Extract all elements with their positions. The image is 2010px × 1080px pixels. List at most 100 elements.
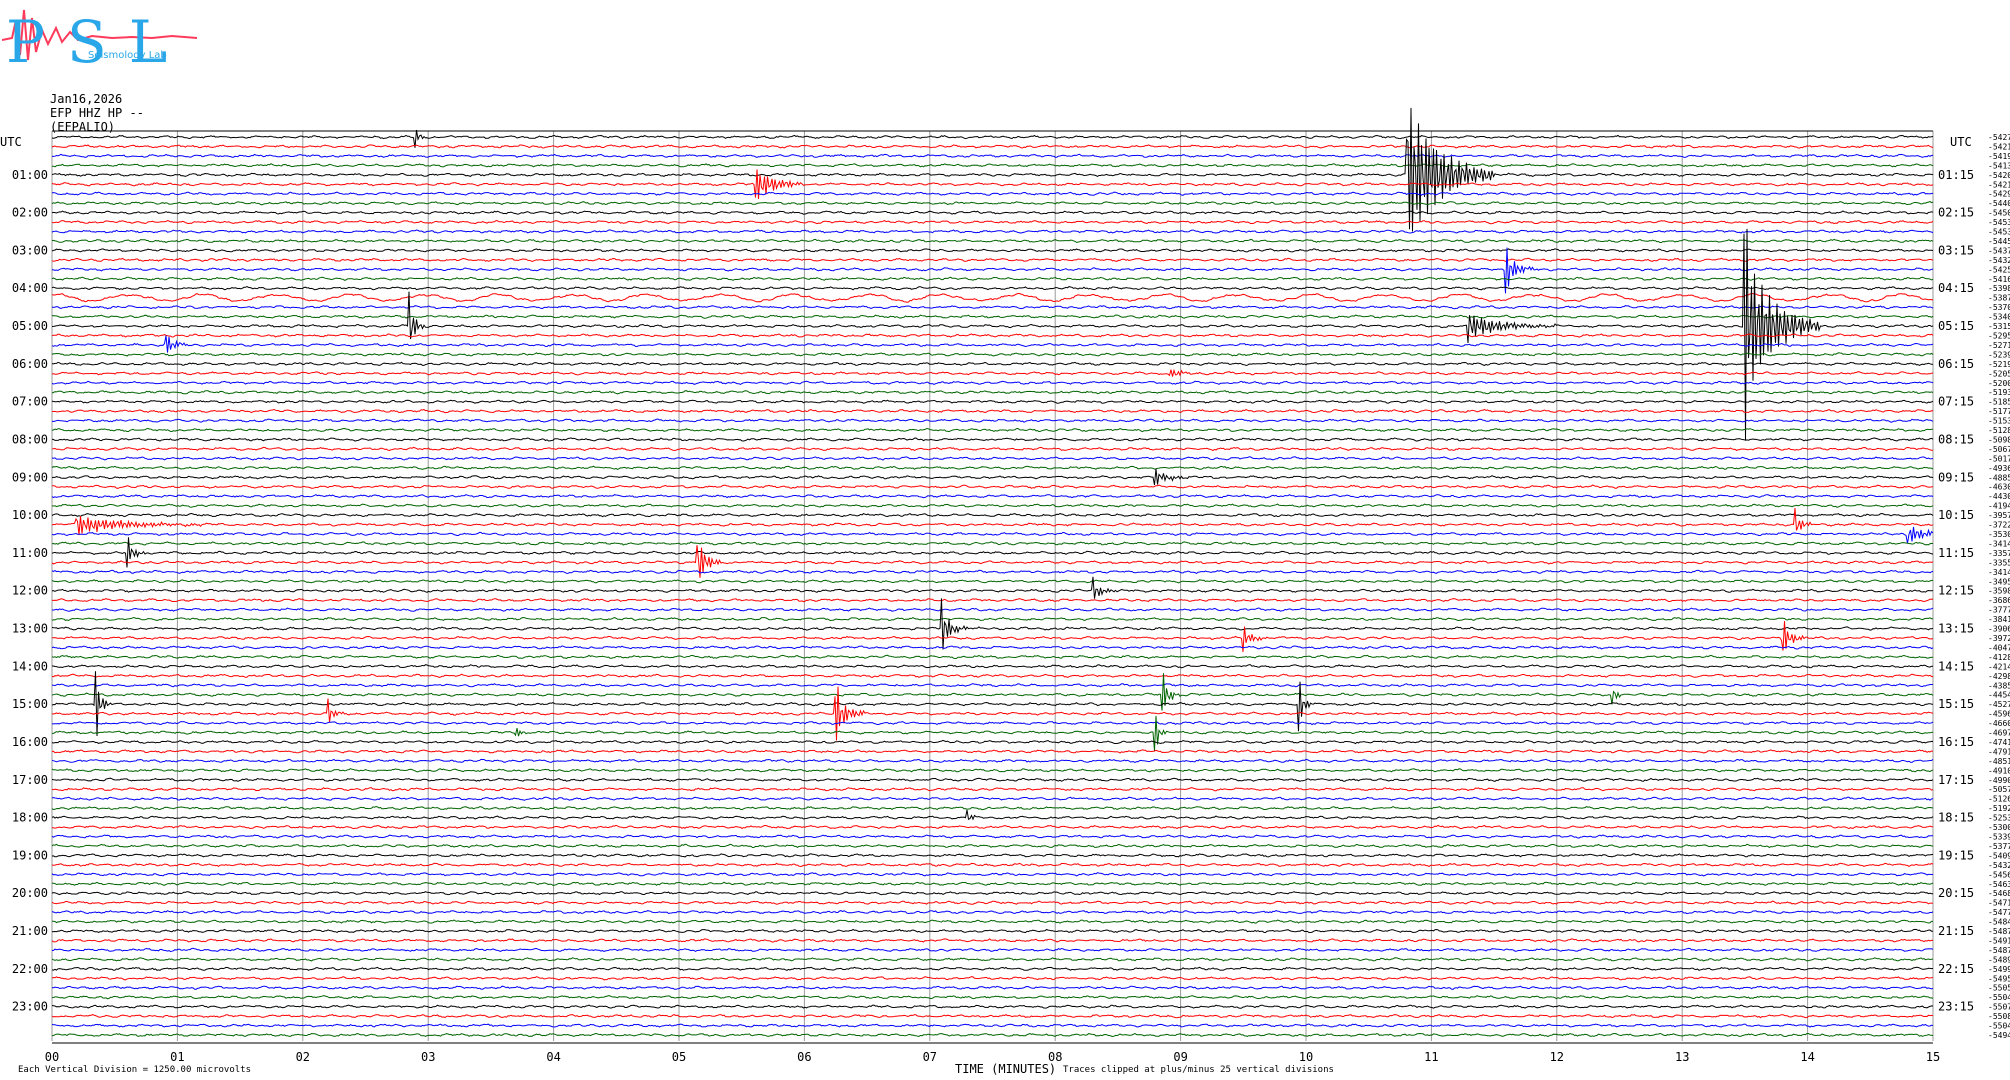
trace-offset-label: -4596 (1988, 710, 2010, 719)
trace-offset-label: -5499 (1988, 965, 2010, 974)
x-tick-label: 07 (923, 1050, 937, 1064)
trace-offset-label: -3957 (1988, 511, 2010, 520)
seismogram-trace (51, 526, 1934, 544)
seismogram-trace (51, 834, 1933, 839)
trace-offset-label: -5017 (1988, 454, 2010, 463)
trace-offset-label: -5098 (1988, 435, 2010, 444)
logo-letters: PSL (6, 8, 189, 70)
hour-label-left: 18:00 (12, 811, 48, 825)
trace-offset-label: -5057 (1988, 785, 2010, 794)
seismogram-trace (51, 758, 1934, 763)
x-tick-label: 05 (672, 1050, 686, 1064)
trace-offset-label: -4885 (1988, 473, 2010, 482)
trace-offset-label: -5271 (1988, 341, 2010, 350)
hour-label-right: 10:15 (1938, 508, 1974, 522)
seismogram-trace (51, 645, 1934, 650)
trace-offset-label: -5445 (1988, 237, 2010, 246)
hour-label-left: 23:00 (12, 1000, 48, 1014)
seismogram-trace (51, 465, 1934, 471)
seismogram-trace (51, 787, 1934, 792)
hour-label-right: 01:15 (1938, 168, 1974, 182)
seismogram-trace (51, 683, 1933, 688)
psl-logo: PSL Seismology Lab (2, 8, 198, 70)
seismogram-trace (51, 292, 1934, 303)
seismogram-trace (51, 169, 1934, 200)
seismogram-trace (51, 437, 1934, 442)
x-tick-label: 13 (1675, 1050, 1689, 1064)
hour-label-left: 07:00 (12, 395, 48, 409)
trace-offset-label: -3972 (1988, 634, 2010, 643)
trace-offset-label: -5429 (1988, 190, 2010, 199)
x-tick-label: 06 (797, 1050, 811, 1064)
seismogram-trace (52, 664, 1933, 669)
trace-offset-label: -3686 (1988, 596, 2010, 605)
seismogram-trace (51, 399, 1934, 404)
trace-offset-label: -3530 (1988, 530, 2010, 539)
hour-label-left: 16:00 (12, 735, 48, 749)
seismogram-trace (51, 144, 1934, 149)
hour-label-right: 23:15 (1938, 1000, 1974, 1014)
trace-offset-label: -5505 (1988, 984, 2010, 993)
seismogram-trace (51, 247, 1934, 294)
trace-offset-label: -4128 (1988, 653, 2010, 662)
seismogram-trace (51, 305, 1934, 310)
hour-label-right: 06:15 (1938, 357, 1974, 371)
trace-offset-label: -5491 (1988, 936, 2010, 945)
seismogram-trace (51, 210, 1934, 215)
seismogram-trace (51, 229, 1934, 234)
hour-label-right: 15:15 (1938, 697, 1974, 711)
seismogram-trace (51, 333, 1934, 338)
trace-offset-label: -5432 (1988, 256, 2010, 265)
hour-label-right: 07:15 (1938, 395, 1974, 409)
seismogram-trace (51, 995, 1934, 1000)
seismogram-trace (51, 1013, 1934, 1019)
trace-offset-label: -5494 (1988, 1031, 2010, 1040)
seismogram-trace (51, 200, 1934, 206)
hour-label-right: 03:15 (1938, 243, 1974, 257)
hour-label-right: 17:15 (1938, 773, 1974, 787)
seismogram-trace (51, 749, 1934, 754)
seismogram-trace (51, 286, 1934, 291)
trace-offset-label: -5205 (1988, 369, 2010, 378)
trace-offset-label: -5193 (1988, 388, 2010, 397)
utc-label-left: UTC (0, 135, 22, 149)
x-tick-label: 15 (1926, 1050, 1940, 1064)
seismogram-trace (51, 446, 1934, 452)
trace-offset-label: -4194 (1988, 502, 2010, 511)
trace-offset-label: -5177 (1988, 407, 2010, 416)
seismogram-trace (51, 456, 1934, 461)
seismogram-trace (51, 809, 1934, 821)
trace-offset-label: -5477 (1988, 908, 2010, 917)
footer-xlabel: TIME (MINUTES) (955, 1062, 1057, 1076)
hour-label-right: 18:15 (1938, 811, 1974, 825)
trace-offset-label: -5239 (1988, 350, 2010, 359)
seismogram-trace (51, 673, 1934, 679)
trace-offset-label: -4385 (1988, 681, 2010, 690)
hour-label-right: 19:15 (1938, 848, 1974, 862)
trace-offset-label: -5416 (1988, 275, 2010, 284)
seismogram-trace (51, 191, 1934, 196)
trace-offset-label: -5421 (1988, 142, 2010, 151)
trace-offset-label: -4791 (1988, 747, 2010, 756)
trace-offset-label: -5487 (1988, 946, 2010, 955)
trace-offset-label: -5468 (1988, 889, 2010, 898)
trace-offset-label: -5453 (1988, 218, 2010, 227)
hour-label-left: 15:00 (12, 697, 48, 711)
trace-offset-label: -5340 (1988, 313, 2010, 322)
hour-label-left: 05:00 (12, 319, 48, 333)
seismogram-trace (51, 805, 1934, 811)
hour-label-right: 12:15 (1938, 584, 1974, 598)
footer-note-right: Traces clipped at plus/minus 25 vertical… (1063, 1065, 1334, 1075)
hour-label-left: 19:00 (12, 848, 48, 862)
hour-label-left: 01:00 (12, 168, 48, 182)
seismogram-trace (51, 928, 1933, 934)
trace-offset-label: -5484 (1988, 918, 2010, 927)
trace-offset-label: -5295 (1988, 332, 2010, 341)
seismogram-trace (51, 607, 1934, 612)
hour-label-right: 13:15 (1938, 622, 1974, 636)
seismogram-trace (51, 938, 1934, 943)
seismogram-trace (51, 537, 1934, 568)
seismogram-trace (51, 621, 1934, 652)
x-tick-label: 00 (45, 1050, 59, 1064)
seismogram-trace (51, 824, 1933, 830)
